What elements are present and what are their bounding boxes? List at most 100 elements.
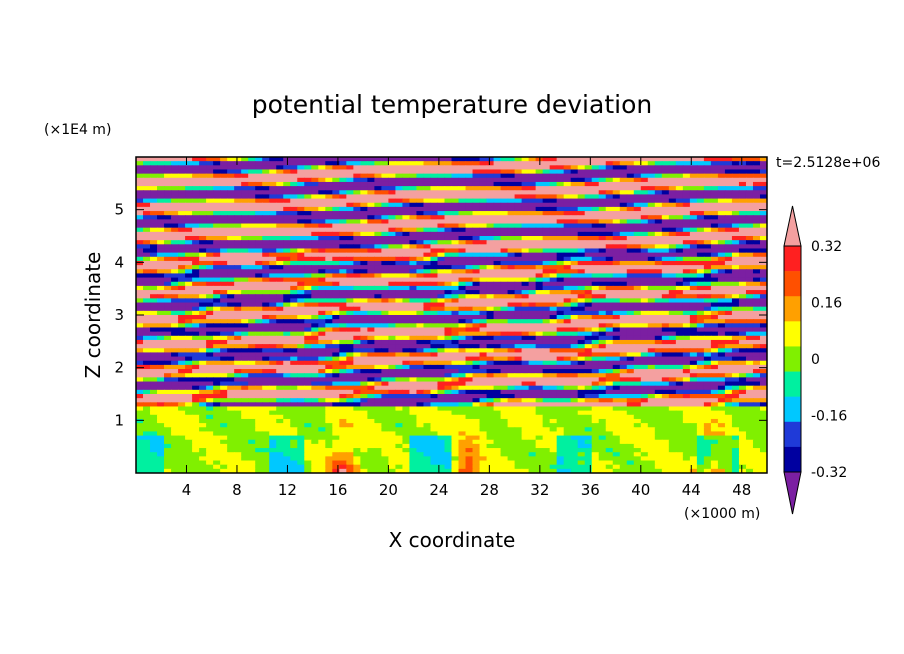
heatmap-cell — [731, 285, 740, 291]
heatmap-cell — [395, 294, 404, 299]
heatmap-cell — [143, 223, 151, 229]
heatmap-cell — [731, 165, 740, 171]
heatmap-cell — [549, 190, 558, 196]
heatmap-cell — [696, 240, 705, 245]
heatmap-cell — [570, 240, 579, 245]
heatmap-cell — [248, 281, 256, 287]
heatmap-cell — [276, 256, 284, 262]
heatmap-cell — [584, 369, 593, 374]
heatmap-cell — [339, 248, 347, 254]
heatmap-cell — [654, 227, 663, 233]
heatmap-cell — [325, 285, 333, 291]
heatmap-cell — [458, 236, 467, 241]
heatmap-cell — [654, 373, 663, 378]
heatmap-cell — [206, 161, 214, 166]
heatmap-cell — [332, 323, 340, 329]
heatmap-cell — [143, 265, 151, 270]
heatmap-cell — [591, 364, 600, 370]
heatmap-cell — [696, 285, 705, 291]
heatmap-cell — [731, 310, 740, 316]
heatmap-cell — [381, 211, 389, 216]
heatmap-cell — [423, 319, 432, 324]
heatmap-cell — [430, 186, 439, 191]
heatmap-cell — [339, 315, 347, 320]
heatmap-cell — [269, 348, 277, 354]
heatmap-cell — [633, 161, 642, 166]
heatmap-cell — [458, 339, 467, 345]
heatmap-cell — [213, 248, 221, 254]
heatmap-cell — [220, 339, 228, 345]
heatmap-cell — [367, 331, 375, 337]
heatmap-cell — [248, 231, 256, 237]
heatmap-cell — [178, 227, 186, 233]
heatmap-cell — [570, 252, 579, 258]
heatmap-cell — [717, 277, 726, 283]
heatmap-cell — [717, 260, 726, 266]
heatmap-cell — [521, 335, 530, 341]
heatmap-cell — [297, 369, 305, 374]
heatmap-cell — [325, 323, 333, 329]
heatmap-cell — [185, 381, 193, 387]
heatmap-cell — [605, 302, 614, 308]
heatmap-cell — [472, 302, 481, 308]
heatmap-cell — [136, 306, 144, 312]
heatmap-cell — [528, 344, 537, 349]
heatmap-cell — [675, 348, 684, 354]
heatmap-cell — [521, 181, 530, 187]
heatmap-cell — [220, 236, 228, 241]
heatmap-cell — [710, 356, 719, 362]
heatmap-cell — [185, 211, 193, 216]
heatmap-cell — [591, 181, 600, 187]
heatmap-cell — [458, 252, 467, 258]
heatmap-cell — [647, 285, 656, 291]
heatmap-cell — [640, 223, 649, 229]
heatmap-cell — [409, 236, 418, 241]
heatmap-cell — [654, 352, 663, 358]
heatmap-cell — [360, 236, 368, 241]
heatmap-cell — [717, 290, 726, 295]
heatmap-cell — [192, 244, 200, 250]
heatmap-cell — [297, 252, 305, 258]
heatmap-cell — [549, 265, 558, 270]
heatmap-cell — [626, 248, 635, 254]
heatmap-cell — [626, 161, 635, 166]
heatmap-cell — [227, 273, 235, 279]
heatmap-cell — [717, 248, 726, 254]
heatmap-cell — [528, 244, 537, 250]
heatmap-cell — [353, 360, 361, 366]
heatmap-cell — [444, 236, 453, 241]
heatmap-cell — [738, 360, 747, 366]
heatmap-cell — [395, 360, 404, 366]
heatmap-cell — [738, 335, 747, 341]
heatmap-cell — [185, 186, 193, 191]
heatmap-cell — [556, 240, 565, 245]
heatmap-cell — [416, 356, 425, 362]
heatmap-cell — [710, 211, 719, 216]
heatmap-cell — [171, 256, 179, 262]
heatmap-cell — [437, 231, 446, 237]
heatmap-cell — [241, 231, 249, 237]
heatmap-cell — [654, 206, 663, 212]
heatmap-cell — [717, 298, 726, 304]
heatmap-cell — [430, 298, 439, 304]
heatmap-cell — [437, 161, 446, 166]
heatmap-cell — [423, 223, 432, 229]
heatmap-cell — [724, 315, 733, 320]
heatmap-cell — [185, 161, 193, 166]
heatmap-cell — [507, 198, 516, 204]
heatmap-cell — [157, 265, 165, 270]
heatmap-cell — [654, 202, 663, 208]
heatmap-cell — [619, 373, 628, 378]
heatmap-cell — [171, 231, 179, 237]
heatmap-cell — [591, 219, 600, 225]
heatmap-cell — [430, 319, 439, 324]
heatmap-cell — [220, 169, 228, 175]
heatmap-cell — [206, 190, 214, 196]
heatmap-cell — [689, 377, 698, 383]
heatmap-cell — [248, 194, 256, 200]
heatmap-cell — [143, 310, 151, 316]
heatmap-cell — [143, 240, 151, 245]
heatmap-cell — [626, 281, 635, 287]
heatmap-cell — [430, 240, 439, 245]
heatmap-cell — [619, 360, 628, 366]
